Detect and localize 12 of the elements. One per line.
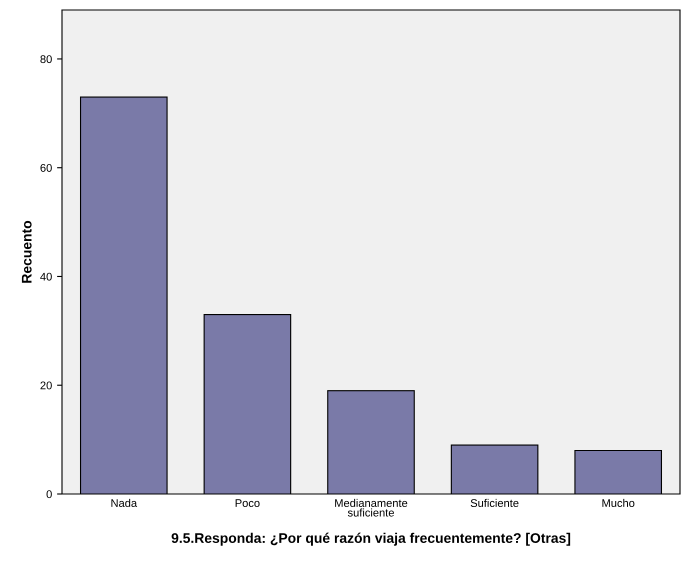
x-tick-label: Suficiente — [470, 498, 519, 508]
y-tick-label: 20 — [40, 382, 52, 390]
x-axis-title: 9.5.Responda: ¿Por qué razón viaja frecuentemente? [Otras] — [172, 532, 570, 546]
y-tick-label: 80 — [40, 55, 52, 64]
x-tick-label: Nada — [111, 498, 138, 508]
x-tick-label: Poco — [236, 499, 260, 508]
x-tick-label: Mucho — [602, 498, 634, 508]
y-tick-label: 0 — [46, 490, 52, 498]
y-axis-title: Recuento — [22, 220, 32, 283]
y-tick-label: 60 — [40, 164, 52, 172]
y-tick-label: 40 — [40, 272, 52, 281]
x-tick-label: Medianamente suficiente — [335, 498, 408, 517]
